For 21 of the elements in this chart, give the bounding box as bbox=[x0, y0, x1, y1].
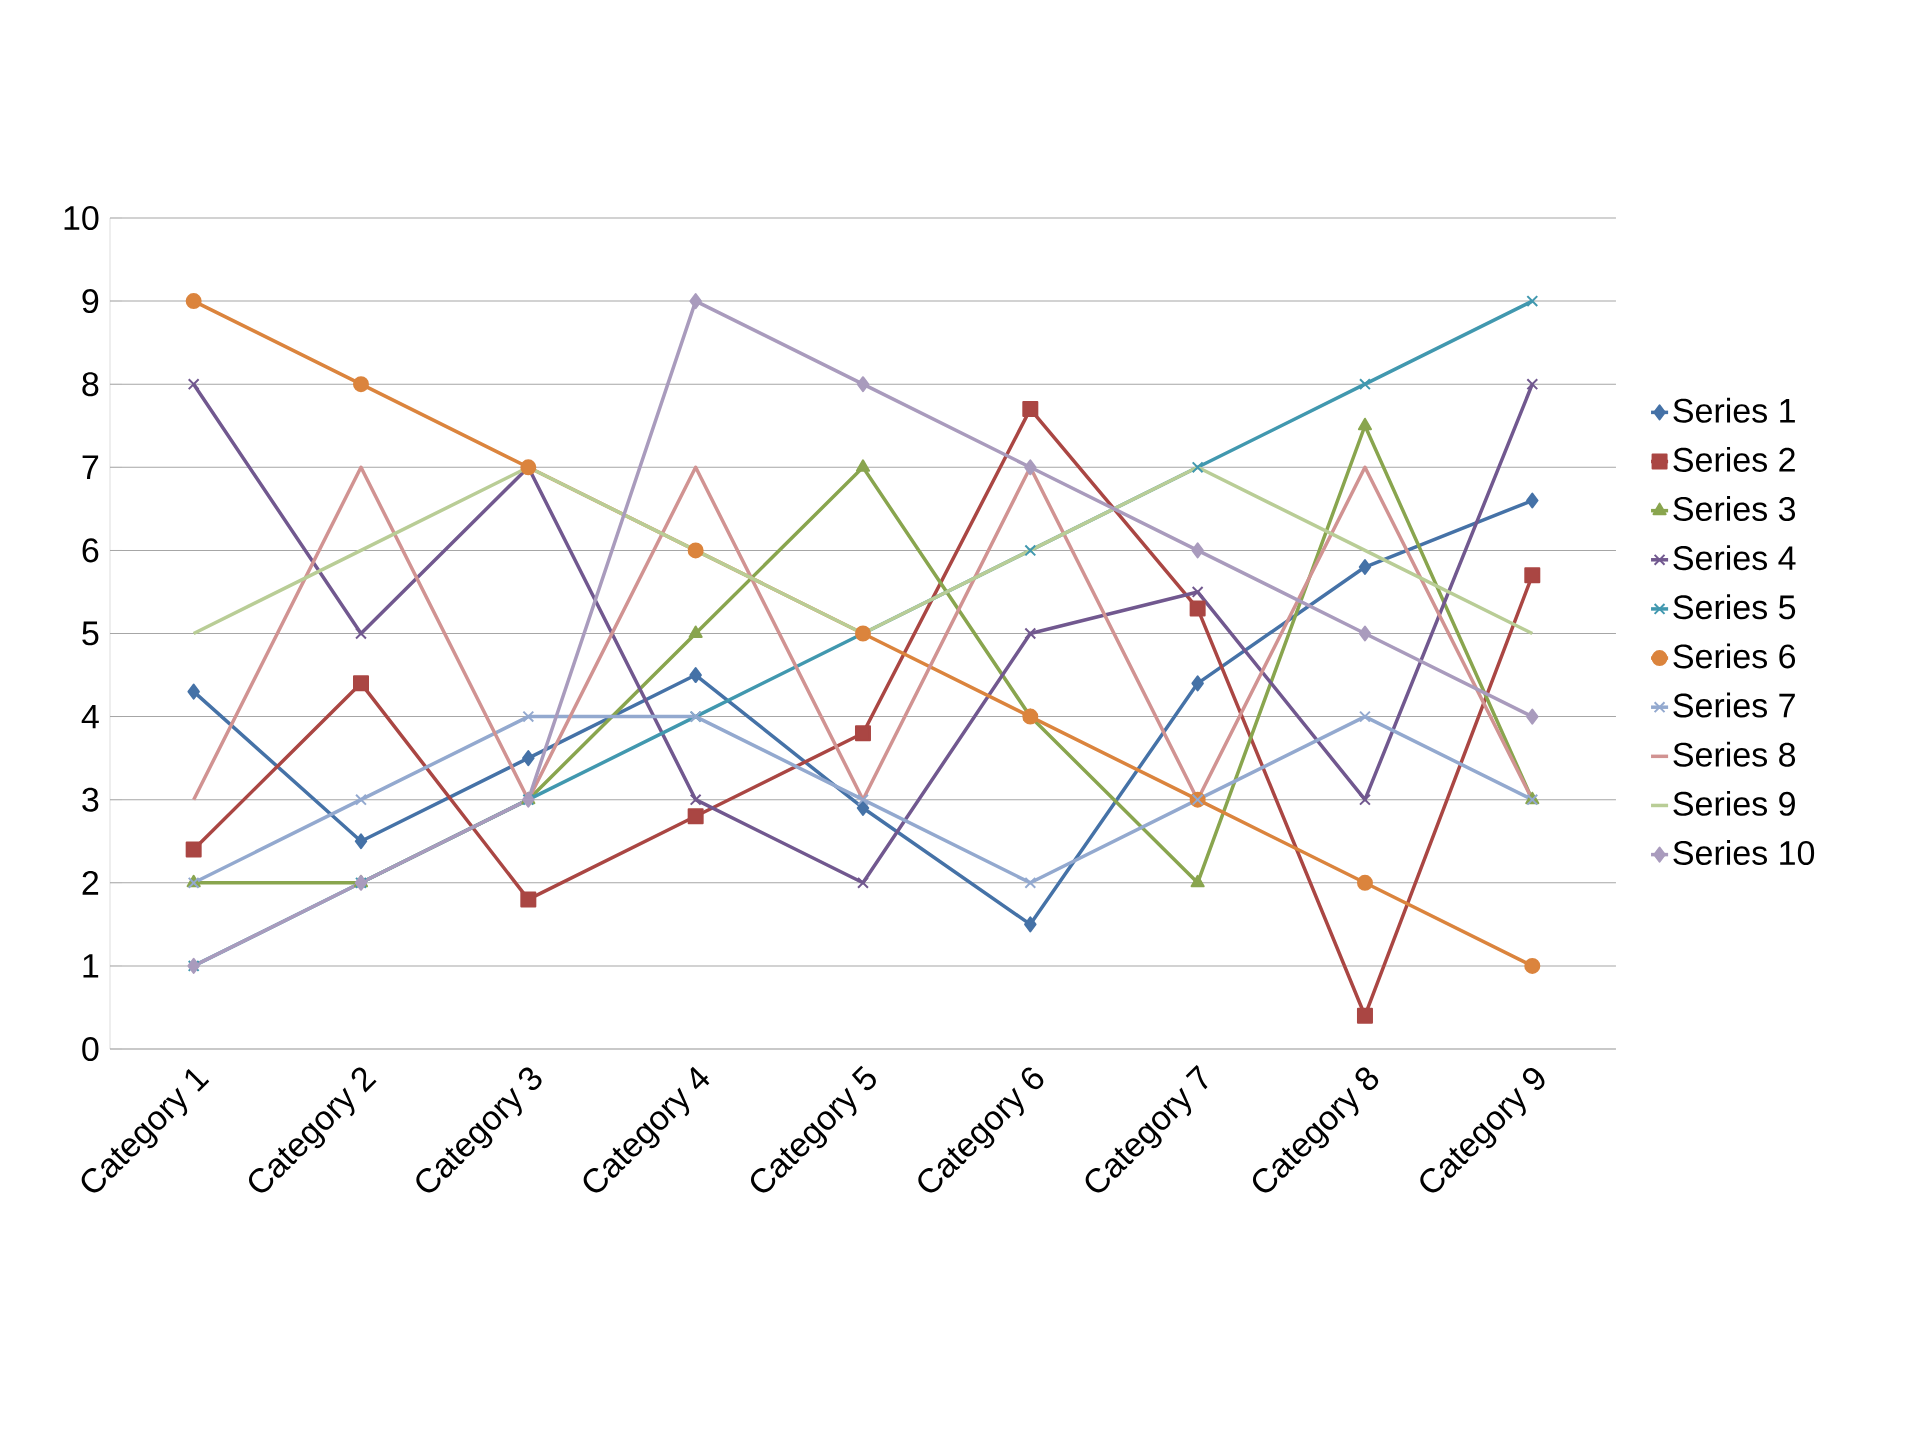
y-tick-label: 5 bbox=[82, 621, 99, 646]
y-tick-label: 2 bbox=[82, 870, 99, 895]
y-tick-label: 4 bbox=[81, 704, 99, 729]
legend-label: Series 4 bbox=[1673, 545, 1796, 571]
legend-label: Series 9 bbox=[1673, 790, 1795, 816]
y-tick-label: 1 bbox=[83, 954, 99, 978]
y-tick-label: 8 bbox=[82, 372, 99, 397]
y-tick-label: 9 bbox=[82, 289, 99, 314]
legend-label: Series 6 bbox=[1673, 643, 1796, 669]
legend-label: Series 7 bbox=[1673, 692, 1795, 718]
y-tick-label: 6 bbox=[82, 538, 99, 563]
legend-label: Series 5 bbox=[1673, 594, 1796, 620]
legend-label: Series 10 bbox=[1673, 840, 1815, 865]
y-tick-label: 0 bbox=[82, 1036, 99, 1062]
y-tick-label: 3 bbox=[82, 787, 99, 812]
legend-label: Series 2 bbox=[1673, 446, 1795, 472]
legend-label: Series 1 bbox=[1673, 397, 1795, 423]
legend-label: Series 8 bbox=[1673, 741, 1796, 767]
legend-label: Series 3 bbox=[1673, 496, 1796, 522]
y-tick-label: 10 bbox=[64, 205, 99, 231]
y-tick-label: 7 bbox=[82, 455, 99, 479]
